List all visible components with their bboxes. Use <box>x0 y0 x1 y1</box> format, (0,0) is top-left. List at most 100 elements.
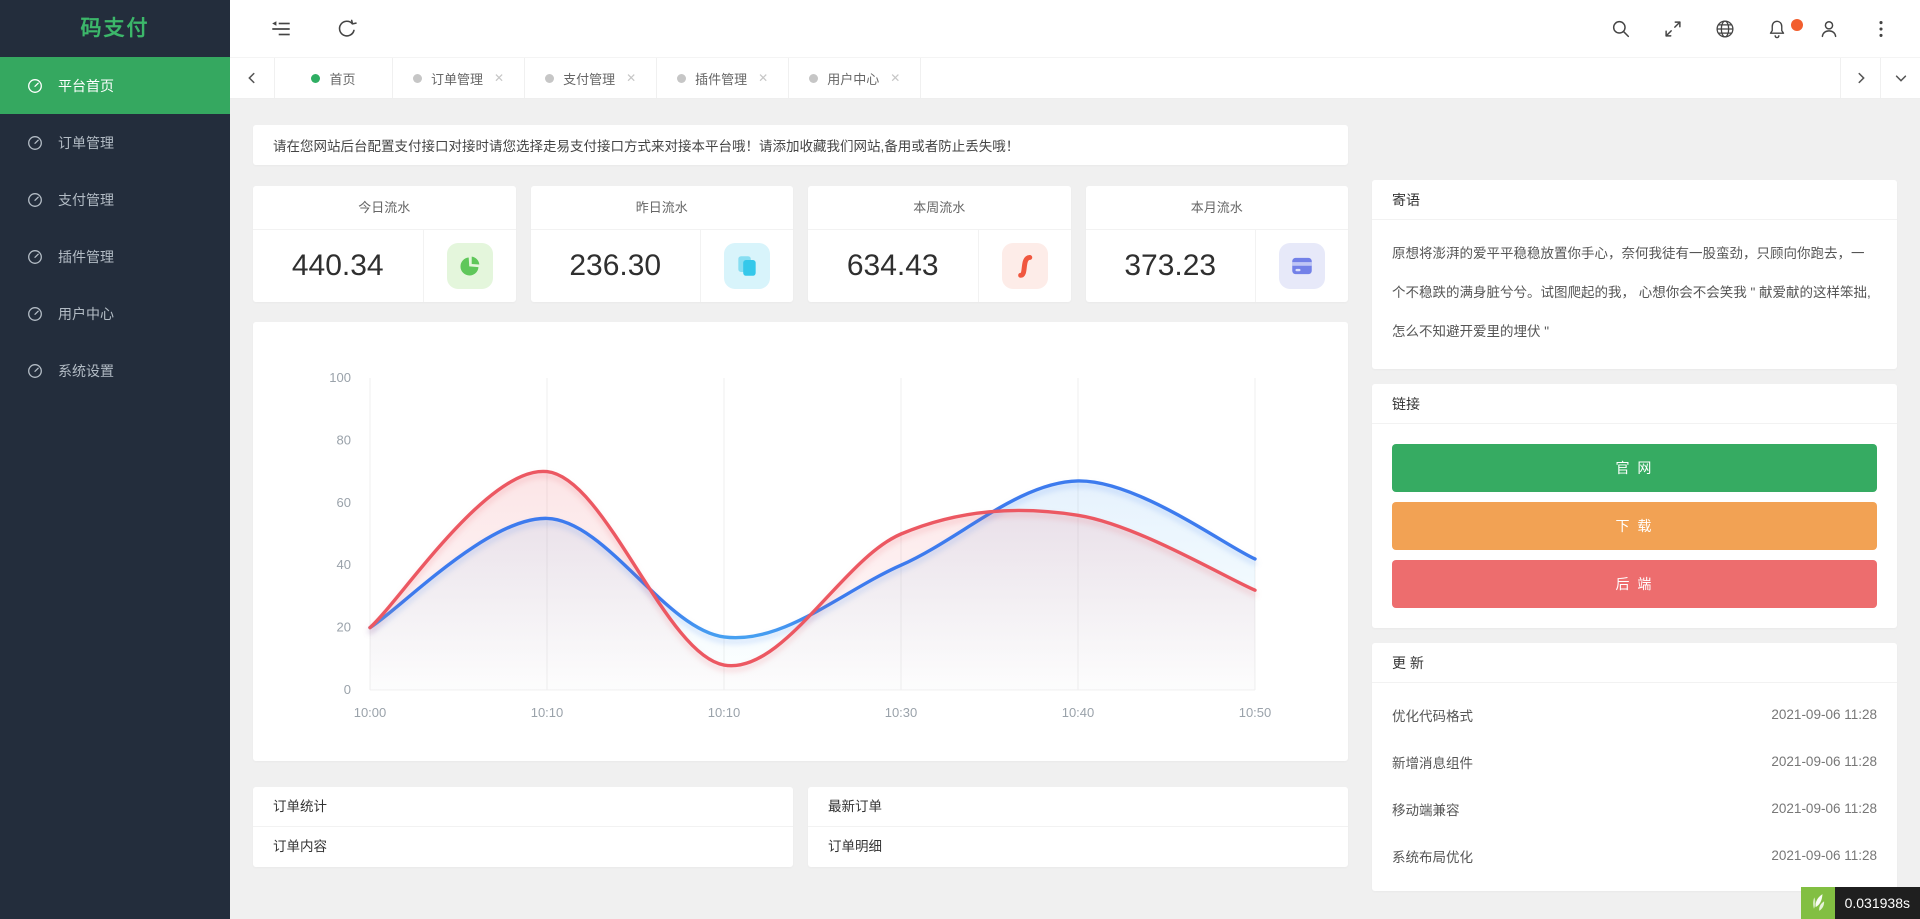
svg-text:100: 100 <box>329 370 351 385</box>
divider <box>422 230 424 302</box>
topbar-right <box>1610 18 1920 40</box>
tab-close-icon[interactable]: ✕ <box>758 71 769 85</box>
thinkphp-leaf-icon[interactable] <box>1800 887 1835 919</box>
fullscreen-icon[interactable] <box>1662 18 1684 40</box>
trend-curve-icon <box>1001 243 1048 289</box>
main-left-column: 请在您网站后台配置支付接口对接时请您选择走易支付接口方式来对接本平台哦！请添加收… <box>253 125 1348 893</box>
order-card-header: 最新订单 <box>808 787 1348 827</box>
divider <box>977 230 979 302</box>
update-list-item: 系统布局优化 2021-09-06 11:28 <box>1372 832 1897 879</box>
tab-home[interactable]: 首页 <box>275 58 393 98</box>
topbar-left <box>230 18 358 40</box>
stat-body: 634.43 <box>808 230 1071 302</box>
globe-icon[interactable] <box>1714 18 1736 40</box>
sidebar-item-settings[interactable]: 系统设置 <box>0 342 230 399</box>
stat-icon-area <box>701 243 793 289</box>
tabs-scroll-left-button[interactable] <box>230 58 275 98</box>
svg-text:10:10: 10:10 <box>708 705 741 720</box>
update-list-item: 新增消息组件 2021-09-06 11:28 <box>1372 738 1897 785</box>
tab-label: 插件管理 <box>695 71 748 87</box>
official-site-button[interactable]: 官 网 <box>1392 444 1877 492</box>
divider <box>1255 230 1256 302</box>
stat-body: 373.23 <box>1086 230 1349 302</box>
tab-payments[interactable]: 支付管理 ✕ <box>525 58 658 98</box>
tab-close-icon[interactable]: ✕ <box>890 71 901 85</box>
notice-text: 请在您网站后台配置支付接口对接时请您选择走易支付接口方式来对接本平台哦！请添加收… <box>273 139 1020 154</box>
tab-status-dot <box>809 73 819 83</box>
stat-value: 236.30 <box>569 249 662 282</box>
tabs-menu-button[interactable] <box>1880 58 1920 98</box>
update-date: 2021-09-06 11:28 <box>1771 707 1877 722</box>
tabs-scroll-right-button[interactable] <box>1840 58 1880 98</box>
user-icon[interactable] <box>1818 18 1840 40</box>
order-stats-card: 订单统计 订单内容 <box>253 787 793 867</box>
sidebar-item-orders[interactable]: 订单管理 <box>0 114 230 171</box>
orders-row: 订单统计 订单内容 最新订单 订单明细 <box>253 787 1348 867</box>
svg-text:10:40: 10:40 <box>1062 705 1095 720</box>
bank-card-icon <box>1279 243 1325 289</box>
more-icon[interactable] <box>1870 18 1892 40</box>
sidebar-item-label: 订单管理 <box>58 134 114 151</box>
stats-row: 今日流水 440.34 昨日流水 236.30 <box>253 186 1348 302</box>
sidebar-item-label: 插件管理 <box>58 248 114 265</box>
sidebar-item-label: 支付管理 <box>58 191 114 208</box>
svg-text:10:50: 10:50 <box>1239 705 1272 720</box>
panel-title: 链接 <box>1372 384 1897 424</box>
app-logo: 码支付 <box>80 17 150 40</box>
tab-label: 订单管理 <box>431 71 484 87</box>
sidebar-item-home[interactable]: 平台首页 <box>0 57 230 114</box>
search-icon[interactable] <box>1610 18 1632 40</box>
refresh-icon[interactable] <box>336 18 358 40</box>
update-date: 2021-09-06 11:28 <box>1771 801 1877 816</box>
sidebar-item-payments[interactable]: 支付管理 <box>0 171 230 228</box>
update-date: 2021-09-06 11:28 <box>1771 848 1877 863</box>
stat-body: 236.30 <box>531 230 794 302</box>
svg-text:40: 40 <box>337 557 351 572</box>
stat-card-month: 本月流水 373.23 <box>1085 186 1349 302</box>
update-label: 移动端兼容 <box>1392 802 1460 818</box>
bell-icon[interactable] <box>1766 18 1803 40</box>
copy-file-icon <box>724 243 770 289</box>
panel-title: 更 新 <box>1372 643 1897 683</box>
tab-status-dot <box>413 73 422 83</box>
download-button[interactable]: 下 载 <box>1392 502 1877 550</box>
stat-card-yesterday: 昨日流水 236.30 <box>530 186 794 302</box>
tab-label: 支付管理 <box>563 71 616 87</box>
pie-chart-icon <box>446 243 493 289</box>
stat-value: 373.23 <box>1124 249 1217 282</box>
tab-status-dot <box>311 73 321 83</box>
tab-plugins[interactable]: 插件管理 ✕ <box>657 58 790 98</box>
sidebar-item-plugins[interactable]: 插件管理 <box>0 228 230 285</box>
updates-card: 更 新 优化代码格式 2021-09-06 11:28 新增消息组件 2021-… <box>1372 643 1897 891</box>
page-load-time-badge: 0.031938s <box>1834 887 1920 919</box>
tab-users[interactable]: 用户中心 ✕ <box>789 58 922 98</box>
update-label: 新增消息组件 <box>1392 755 1473 771</box>
notice-bar: 请在您网站后台配置支付接口对接时请您选择走易支付接口方式来对接本平台哦！请添加收… <box>253 125 1348 165</box>
message-card: 寄语 原想将澎湃的爱平平稳稳放置你手心，奈何我徒有一股蛮劲，只顾向你跑去，一个不… <box>1372 180 1897 369</box>
gauge-icon <box>27 306 43 322</box>
stat-value: 440.34 <box>291 249 384 282</box>
tab-close-icon[interactable]: ✕ <box>494 71 505 85</box>
svg-text:80: 80 <box>337 432 351 447</box>
svg-text:60: 60 <box>337 495 351 510</box>
gauge-icon <box>27 363 43 379</box>
main-content: 请在您网站后台配置支付接口对接时请您选择走易支付接口方式来对接本平台哦！请添加收… <box>230 99 1920 919</box>
gauge-icon <box>27 192 43 208</box>
links-body: 官 网 下 载 后 端 <box>1372 424 1897 628</box>
order-card-body: 订单明细 <box>828 839 882 854</box>
main-right-column: 寄语 原想将澎湃的爱平平稳稳放置你手心，奈何我徒有一股蛮劲，只顾向你跑去，一个不… <box>1372 180 1897 893</box>
sidebar-item-users[interactable]: 用户中心 <box>0 285 230 342</box>
tab-orders[interactable]: 订单管理 ✕ <box>393 58 526 98</box>
message-text: 原想将澎湃的爱平平稳稳放置你手心，奈何我徒有一股蛮劲，只顾向你跑去，一个不稳跌的… <box>1392 246 1871 339</box>
sidebar-item-label: 系统设置 <box>58 362 114 379</box>
backend-button[interactable]: 后 端 <box>1392 560 1877 608</box>
notification-dot <box>1791 18 1803 31</box>
tab-close-icon[interactable]: ✕ <box>626 71 637 85</box>
sidebar-item-label: 用户中心 <box>58 305 114 322</box>
order-card-body: 订单内容 <box>273 839 327 854</box>
update-date: 2021-09-06 11:28 <box>1771 754 1877 769</box>
sidebar: 码支付 平台首页 订单管理 支付管理 插件管理 用户中心 系统设置 <box>0 0 230 919</box>
collapse-icon[interactable] <box>270 18 292 40</box>
stat-title: 今日流水 <box>253 186 516 230</box>
tabbar-controls <box>1840 58 1920 98</box>
